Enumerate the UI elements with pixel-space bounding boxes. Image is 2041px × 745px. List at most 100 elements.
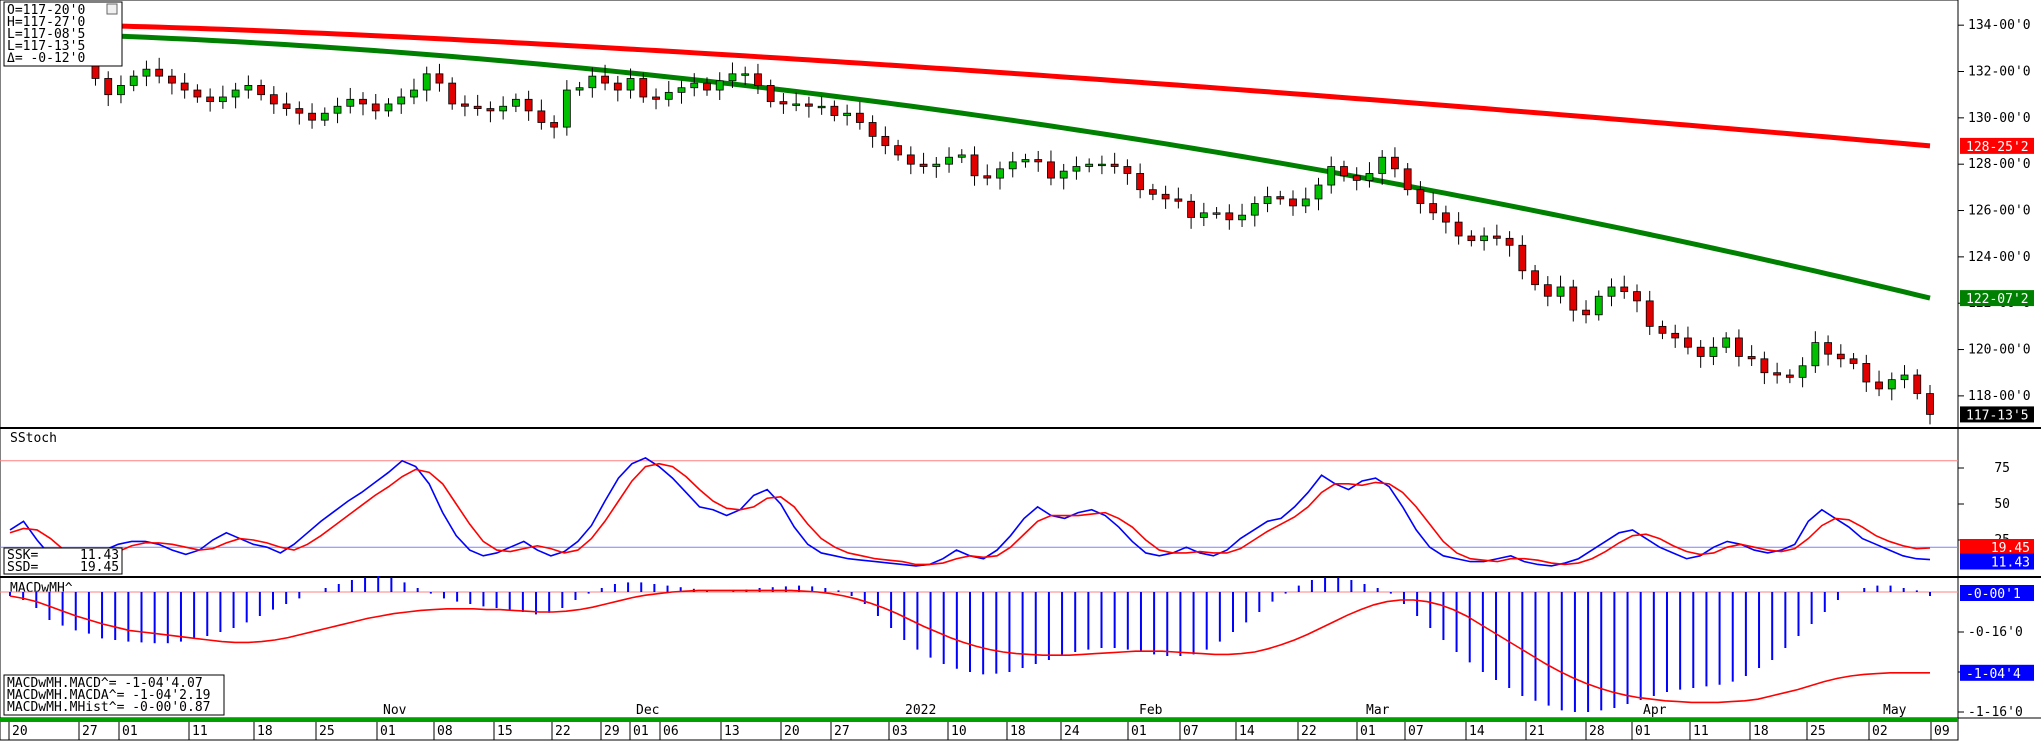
macd-signal-line [9, 589, 1930, 704]
x-month-label: Dec [636, 703, 659, 718]
stoch-lines [9, 457, 1931, 569]
macd-line-tag: -1-04'4 [1966, 667, 2021, 682]
x-day-label: 01 [380, 724, 396, 739]
x-day-label: 18 [1010, 724, 1026, 739]
candle-body [206, 96, 215, 103]
candle-body [269, 94, 278, 105]
macd-hist-tag-bg [1960, 585, 2034, 601]
candle-body [1811, 342, 1820, 367]
ma-mid-tag-bg [1960, 290, 2034, 307]
candle-body [843, 112, 852, 116]
candle-body [384, 103, 393, 112]
candlesticks [66, 30, 1934, 425]
stoch-tick-label: 50 [1994, 497, 2010, 512]
x-day-label: 22 [1301, 724, 1317, 739]
candle-body [932, 163, 941, 167]
macd-tick-label: -1-16'0 [1968, 705, 2023, 720]
candle-body [1085, 163, 1094, 167]
candle-body [410, 89, 418, 98]
candle-body [1582, 309, 1590, 316]
candle-body [1709, 346, 1718, 357]
macd-values-box [3, 674, 225, 716]
last-price-tag: 117-13'5 [1966, 408, 2029, 423]
candle-body [422, 73, 431, 91]
x-day-label: 08 [437, 724, 453, 739]
candle-body [104, 78, 113, 96]
candle-body [1684, 337, 1692, 348]
candle-body [1913, 374, 1922, 394]
price-tick-label: 132-00'0 [1968, 65, 2031, 80]
x-day-label: 10 [951, 724, 967, 739]
x-day-label: 14 [1239, 724, 1255, 739]
candle-body [1365, 173, 1374, 181]
x-day-label: 29 [604, 724, 620, 739]
candle-body [1798, 365, 1807, 378]
candle-body [919, 163, 928, 167]
candle-body [1658, 325, 1667, 334]
expand-icon[interactable] [106, 3, 118, 15]
candle-body [1696, 346, 1705, 357]
candle-body [970, 154, 979, 177]
x-day-label: 07 [1408, 724, 1424, 739]
x-day-label: 11 [192, 724, 208, 739]
candle-body [142, 68, 151, 77]
candle-body [320, 112, 329, 121]
candle-body [779, 101, 788, 105]
candle-body [1263, 196, 1272, 204]
ssd-tag: 19.45 [1991, 541, 2030, 556]
candle-body [588, 75, 597, 89]
x-day-label: 18 [1753, 724, 1769, 739]
candle-body [601, 75, 609, 84]
macd-hist-tag: -0-00'1 [1966, 587, 2021, 602]
x-day-label: 20 [12, 724, 28, 739]
candle-body [562, 89, 571, 128]
candle-body [1773, 372, 1782, 376]
candle-body [652, 96, 660, 100]
macd-tick-label: -0-16'0 [1968, 625, 2023, 640]
candle-body [231, 89, 240, 98]
candle-body [155, 68, 164, 77]
ssk-value: 11.43 [80, 548, 119, 563]
candle-body [1378, 156, 1387, 174]
macd-signal-polyline [9, 589, 1930, 704]
price-panel: 118-00'0120-00'0122-00'0124-00'0126-00'0… [3, 1, 2034, 425]
candle-body [1480, 235, 1489, 242]
candle-body [473, 105, 482, 109]
candle-body [333, 105, 342, 114]
candle-body [1250, 203, 1259, 216]
candle-body [1110, 163, 1119, 167]
ohlc-high: H=117-27'0 [7, 15, 85, 30]
candle-body [1289, 198, 1297, 207]
moving-average-line-green [69, 31, 1931, 301]
candle-body [1429, 203, 1438, 214]
candle-body [1212, 212, 1221, 215]
candle-body [1492, 235, 1501, 239]
price-tick-label: 118-00'0 [1968, 389, 2031, 404]
candle-body [1505, 237, 1514, 246]
candle-body [168, 75, 176, 84]
candle-body [1518, 244, 1527, 272]
macd-panel: MACDwMH^ -0-16'0-1-00'0-1-16'0 -0-00'1-1… [0, 576, 2034, 720]
candle-body [1148, 189, 1157, 195]
candle-body [1633, 291, 1641, 302]
candle-body [550, 122, 559, 128]
candle-body [703, 82, 711, 91]
x-day-label: 15 [497, 724, 513, 739]
x-day-label: 20 [784, 724, 800, 739]
candle-body [830, 105, 839, 116]
candle-body [371, 103, 380, 112]
price-tick-label: 134-00'0 [1968, 18, 2031, 33]
x-day-label: 01 [1635, 724, 1651, 739]
ma-long-tag-bg [1960, 137, 2034, 154]
candle-body [1136, 173, 1145, 191]
candle-body [1199, 212, 1208, 218]
x-day-label: 18 [257, 724, 273, 739]
candle-body [1722, 337, 1731, 348]
candle-body [1836, 353, 1845, 360]
candle-body [499, 105, 508, 112]
candle-body [1824, 342, 1832, 355]
x-month-label: 2022 [905, 703, 936, 718]
macd-tags: -0-00'1 -1-04'4 [1960, 585, 2034, 682]
candle-body [1531, 270, 1539, 286]
candle-body [397, 96, 406, 105]
